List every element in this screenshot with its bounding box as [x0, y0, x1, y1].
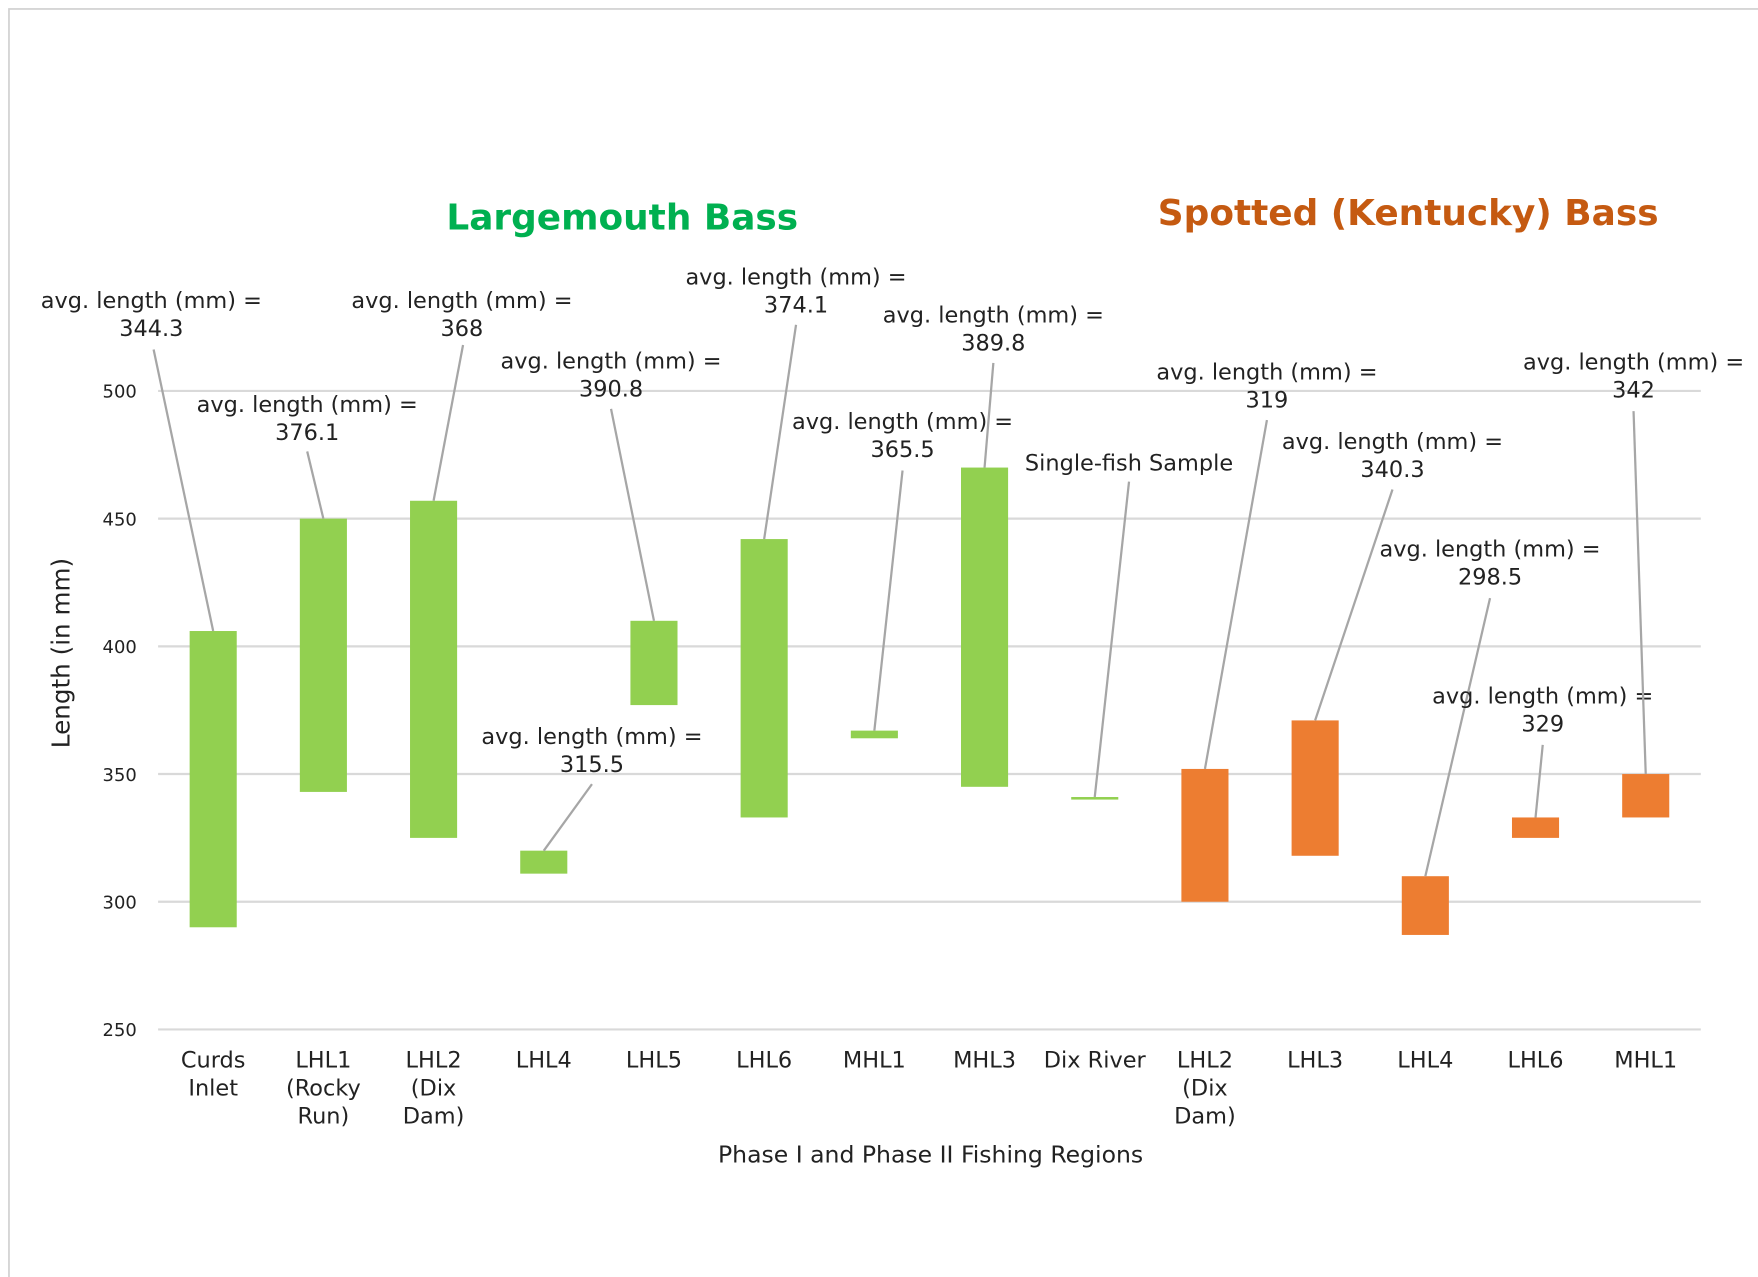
- x-tick-label: (Dix: [1182, 1076, 1228, 1102]
- y-axis-title: Length (in mm): [47, 558, 76, 748]
- annotation-value: 319: [1246, 388, 1289, 414]
- leader-line: [873, 470, 904, 731]
- bar: [1071, 797, 1119, 800]
- annotation-value: 298.5: [1458, 565, 1522, 591]
- annotation-value: 368: [441, 316, 484, 342]
- leader-line: [609, 408, 656, 622]
- frame: [8, 8, 1758, 1277]
- x-tick-label: Dix River: [1044, 1048, 1147, 1074]
- x-axis-title: Phase I and Phase II Fishing Regions: [718, 1141, 1143, 1169]
- annotation-text: avg. length (mm) =: [500, 349, 721, 375]
- x-tick-label: LHL6: [1507, 1048, 1563, 1074]
- annotation-value: 315.5: [560, 752, 624, 778]
- bar: [1511, 817, 1560, 838]
- bar: [740, 539, 788, 818]
- leader-line: [1424, 597, 1492, 877]
- x-tick-label: LHL2: [406, 1048, 462, 1074]
- annotation-text: avg. length (mm) =: [1156, 360, 1377, 386]
- bar: [299, 518, 347, 792]
- group-title: Spotted (Kentucky) Bass: [1158, 193, 1659, 234]
- bar: [1291, 720, 1339, 856]
- leader-line: [306, 451, 325, 519]
- y-tick-label: 500: [103, 382, 137, 403]
- x-tick-label: MHL1: [843, 1048, 906, 1074]
- bar: [630, 620, 678, 706]
- x-tick-label: LHL1: [295, 1048, 351, 1074]
- annotation-text: avg. length (mm) =: [1432, 683, 1653, 709]
- x-tick-label: LHL2: [1177, 1048, 1233, 1074]
- y-tick-label: 350: [103, 765, 137, 786]
- annotation-text: avg. length (mm) =: [351, 288, 572, 314]
- leader-line: [1314, 489, 1394, 721]
- x-tick-label: Dam): [1174, 1104, 1236, 1130]
- annotation-value: 344.3: [119, 316, 183, 342]
- x-tick-label: LHL4: [516, 1048, 572, 1074]
- annotation-value: 390.8: [579, 377, 643, 403]
- bar: [850, 730, 898, 739]
- annotation-value: 340.3: [1360, 457, 1424, 483]
- x-tick-label: MHL3: [953, 1048, 1016, 1074]
- bar: [961, 467, 1009, 787]
- annotation-text: avg. length (mm) =: [1379, 537, 1600, 563]
- bar: [189, 631, 237, 928]
- y-tick-label: 450: [103, 509, 137, 530]
- annotation-text: avg. length (mm) =: [792, 409, 1013, 435]
- annotation-value: 389.8: [961, 331, 1025, 357]
- annotation-text: avg. length (mm) =: [1523, 350, 1744, 376]
- x-tick-label: Curds: [181, 1048, 246, 1074]
- x-tick-label: LHL4: [1397, 1048, 1453, 1074]
- leader-line: [983, 362, 995, 468]
- annotation-text: avg. length (mm) =: [1282, 429, 1503, 455]
- group-title: Largemouth Bass: [446, 198, 798, 239]
- annotation-value: 342: [1612, 378, 1655, 404]
- leader-line: [432, 344, 465, 501]
- leader-line: [763, 324, 798, 540]
- annotation-text: avg. length (mm) =: [41, 288, 262, 314]
- x-tick-label: MHL1: [1614, 1048, 1677, 1074]
- annotation-value: 376.1: [275, 420, 339, 446]
- x-tick-label: LHL3: [1287, 1048, 1343, 1074]
- annotation-text: avg. length (mm) =: [883, 303, 1104, 329]
- annotation-value: 365.5: [870, 437, 934, 463]
- annotation-value: 329: [1521, 711, 1564, 737]
- annotation-text: Single-fish Sample: [1025, 450, 1233, 476]
- leader-line: [1632, 411, 1647, 775]
- x-tick-label: Run): [298, 1104, 350, 1130]
- bar: [520, 850, 568, 874]
- x-tick-label: (Rocky: [286, 1076, 361, 1102]
- x-tick-label: Inlet: [188, 1076, 238, 1102]
- leader-line: [1203, 419, 1269, 770]
- annotation-value: 374.1: [764, 293, 828, 319]
- bar: [1622, 774, 1670, 818]
- annotation-text: avg. length (mm) =: [481, 724, 702, 750]
- bar: [410, 500, 458, 838]
- x-tick-label: Dam): [403, 1104, 465, 1130]
- bar: [1401, 876, 1449, 935]
- annotation-text: avg. length (mm) =: [197, 392, 418, 418]
- leader-line: [1093, 481, 1131, 798]
- bar: [1181, 768, 1229, 902]
- leader-line: [1534, 744, 1544, 818]
- leader-line: [152, 349, 215, 632]
- x-tick-label: LHL6: [736, 1048, 792, 1074]
- leader-line: [542, 783, 593, 852]
- y-tick-label: 300: [103, 892, 137, 913]
- y-tick-label: 250: [103, 1020, 137, 1041]
- x-tick-label: LHL5: [626, 1048, 682, 1074]
- x-tick-label: (Dix: [411, 1076, 457, 1102]
- annotation-text: avg. length (mm) =: [685, 265, 906, 291]
- y-tick-label: 400: [103, 637, 137, 658]
